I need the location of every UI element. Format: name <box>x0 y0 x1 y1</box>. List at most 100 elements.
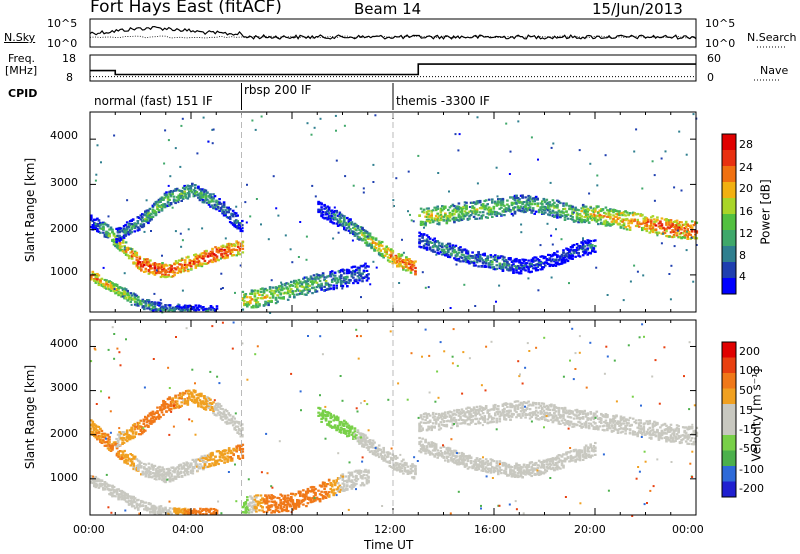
velocity-cell <box>237 455 240 458</box>
power-cell <box>581 250 585 253</box>
power-cell <box>591 245 594 248</box>
power-cell <box>491 201 494 204</box>
power-cell <box>510 203 514 207</box>
velocity-cell <box>223 453 226 456</box>
power-cell <box>206 201 209 204</box>
power-cell <box>447 217 450 220</box>
power-noise-cell <box>653 199 656 202</box>
power-cell <box>156 208 159 211</box>
power-cell <box>350 223 354 226</box>
power-cell <box>370 244 373 247</box>
power-cell <box>513 194 517 197</box>
power-cell <box>463 214 467 218</box>
power-cell <box>451 247 455 250</box>
power-cell <box>577 217 580 220</box>
power-cell <box>314 288 317 291</box>
power-cell <box>665 222 668 225</box>
power-cell <box>594 239 597 242</box>
power-cell <box>591 218 594 222</box>
power-cell <box>191 184 194 187</box>
power-noise-cell <box>398 282 401 284</box>
velocity-cell <box>102 439 105 442</box>
power-cell <box>583 205 586 208</box>
power-cell <box>434 209 438 212</box>
power-cell <box>112 286 116 289</box>
power-cell <box>308 278 311 281</box>
power-cell <box>209 259 213 262</box>
power-cell <box>489 207 493 210</box>
power-cell <box>388 253 392 256</box>
power-cell <box>118 239 121 242</box>
velocity-cell <box>130 500 134 503</box>
velocity-cell <box>202 467 205 470</box>
power-cell <box>346 223 349 226</box>
velocity-cell <box>149 503 152 506</box>
power-cell <box>168 308 172 311</box>
velocity-cell <box>115 489 119 492</box>
power-cell <box>212 200 215 203</box>
power-cell <box>264 303 267 306</box>
power-cell <box>583 245 586 248</box>
power-cell <box>311 292 314 295</box>
power-cell <box>297 278 301 282</box>
power-cell <box>500 213 503 216</box>
velocity-cell <box>208 458 211 462</box>
power-cell <box>109 228 113 231</box>
power-noise-cell <box>555 228 557 231</box>
power-cell <box>637 225 641 228</box>
velocity-cell <box>171 478 175 481</box>
power-cell <box>183 306 187 309</box>
power-cell <box>192 188 196 192</box>
velocity-cell <box>124 500 128 503</box>
power-cell <box>553 206 556 209</box>
power-cell <box>430 218 433 221</box>
power-noise-cell <box>372 181 375 183</box>
power-cell <box>580 246 583 249</box>
power-cell <box>595 218 599 221</box>
velocity-cell <box>191 472 195 475</box>
power-cell <box>293 279 296 282</box>
power-cell <box>93 226 96 229</box>
power-cell <box>663 231 667 234</box>
power-noise-cell <box>239 264 242 267</box>
power-cell <box>553 252 556 255</box>
power-cell <box>326 209 329 212</box>
power-cell <box>164 276 167 279</box>
power-cell <box>246 296 249 299</box>
power-cell <box>111 284 114 287</box>
power-cell <box>594 215 597 218</box>
power-cell <box>544 261 547 264</box>
power-cell <box>346 285 349 288</box>
power-cell <box>641 228 644 232</box>
power-cell <box>280 286 284 289</box>
velocity-cell <box>217 462 220 466</box>
power-cell <box>268 296 272 299</box>
power-cell <box>188 185 191 188</box>
power-cell <box>650 219 653 222</box>
power-noise-cell <box>362 191 365 194</box>
power-cell <box>216 203 220 206</box>
power-noise-cell <box>181 117 184 120</box>
velocity-cell <box>123 449 126 453</box>
power-cell <box>460 210 464 213</box>
power-cell <box>321 274 325 277</box>
power-cell <box>500 267 503 270</box>
velocity-cell <box>187 462 190 465</box>
power-cell <box>211 306 214 309</box>
power-cell <box>683 236 686 239</box>
power-cell <box>191 183 194 186</box>
velocity-cell <box>132 495 135 499</box>
power-cell <box>120 245 123 248</box>
power-cell <box>633 218 636 221</box>
power-cell <box>542 266 546 269</box>
power-cell <box>478 256 482 259</box>
power-cell <box>233 223 236 226</box>
power-cell <box>527 198 530 201</box>
velocity-cell <box>185 462 188 465</box>
power-cell <box>695 237 699 240</box>
power-cell <box>536 263 539 266</box>
power-cell <box>119 227 123 230</box>
power-cell <box>97 281 101 284</box>
power-cell <box>411 260 414 263</box>
power-cell <box>451 250 455 253</box>
